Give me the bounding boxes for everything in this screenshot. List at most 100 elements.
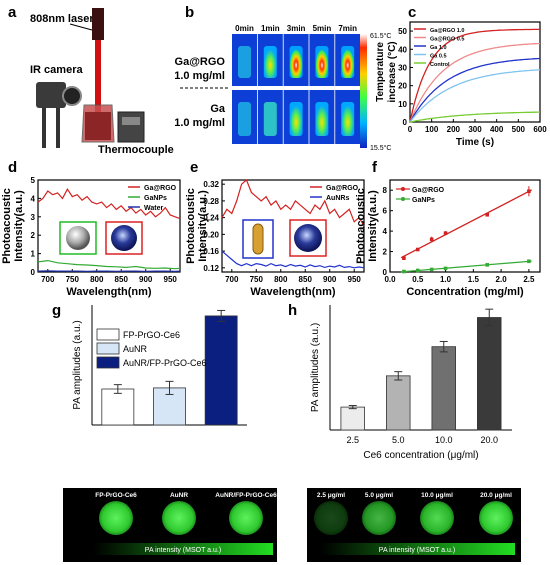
vial-hotspot <box>341 46 355 78</box>
laser-head <box>92 8 104 40</box>
time-label: 3min <box>287 24 306 33</box>
thermocouple-label: Thermocouple <box>98 144 174 156</box>
pa-image-spot <box>162 501 196 535</box>
x-tick-label: 2.5 <box>523 275 535 284</box>
x-tick-label: 300 <box>468 125 482 134</box>
sample-label: AuNR <box>170 492 188 499</box>
tripod-leg <box>56 108 60 148</box>
time-label: 0min <box>235 24 254 33</box>
pa-image-spot <box>229 501 263 535</box>
data-point <box>527 189 531 194</box>
x-tick-label: 800 <box>90 275 104 284</box>
chart-g-pa-bars: PA amplitudes (a.u.) FP-PrGO-Ce6 AuNR AuNR/… <box>72 305 247 426</box>
y-axis-label: Temperature <box>375 42 386 102</box>
y-tick-label: 0.20 <box>203 230 219 239</box>
legend-marker <box>401 187 405 191</box>
fit-line <box>401 260 532 273</box>
data-point <box>402 269 406 274</box>
y-tick-label: 0.16 <box>203 247 219 256</box>
y-axis-label: Photoacoustic <box>185 188 197 264</box>
x-tick-label: 100 <box>425 125 439 134</box>
vial-hotspot <box>341 102 355 136</box>
gold-nanorod-icon <box>252 223 264 255</box>
tripod-leg <box>42 108 46 148</box>
vial-hotspot <box>289 102 303 136</box>
pa-intensity-label: PA intensity (MSOT a.u.) <box>145 547 221 554</box>
legend-entry: Water <box>144 205 163 212</box>
series-line <box>409 69 541 123</box>
legend-entry: Ga@RGO 1.0 <box>430 28 464 34</box>
time-label: 7min <box>338 24 357 33</box>
legend-entry: GaNPs <box>144 195 167 202</box>
data-point <box>527 259 531 264</box>
fit-line <box>400 189 532 259</box>
x-axis-label: Wavelength(nm) <box>250 286 335 298</box>
x-tick-label: 600 <box>533 125 547 134</box>
legend-entry: AuNR <box>123 344 148 354</box>
row1-label-line1: Ga@RGO <box>175 56 226 68</box>
series-line <box>409 111 540 123</box>
pa-image-spot <box>99 501 133 535</box>
y-axis-label: Photoacoustic <box>1 188 13 264</box>
vial-hotspot <box>315 102 329 136</box>
y-tick-label: 0.28 <box>203 197 219 206</box>
vial-hotspot <box>263 46 277 78</box>
x-tick-label: 850 <box>299 275 313 284</box>
y-tick-label: 4 <box>383 227 388 236</box>
y-tick-label: 0 <box>31 268 36 277</box>
camera-label: IR camera <box>30 64 83 76</box>
x-tick-label: 900 <box>139 275 153 284</box>
series-line <box>37 259 181 270</box>
scale-max: 61.5°C <box>370 32 391 40</box>
sample-label: FP-PrGO-Ce6 <box>95 492 137 499</box>
legend-swatch <box>96 342 120 355</box>
beaker-liquid <box>85 112 111 140</box>
concentration-label: 5.0 μg/ml <box>365 492 393 499</box>
x-tick-label: 1.0 <box>440 275 452 284</box>
chart-h-pa-bars: 2.5 5.0 10.0 20.0 PA amplitudes (a.u.) Ce6 co… <box>310 305 512 461</box>
y-tick-label: 40 <box>398 45 407 54</box>
ga-rgo-nanoparticle-icon <box>294 224 322 252</box>
pa-image-spot <box>420 501 454 535</box>
series-line <box>409 57 541 123</box>
y-axis-label: increase (°C) <box>387 41 398 102</box>
chart-c-temperature: 0 100 200 300 400 500 600 0 10 20 30 40 50 Time (s) Te… <box>375 21 547 148</box>
legend-entry: FP-PrGO-Ce6 <box>123 330 180 340</box>
y-tick-label: 0.32 <box>203 180 219 189</box>
bar <box>477 317 502 431</box>
y-tick-label: 0 <box>403 118 408 127</box>
legend-entry: Ga 1.0 <box>430 45 447 51</box>
legend-entry: Ga@RGO <box>144 185 177 192</box>
ga-nanoparticle-icon <box>66 226 90 250</box>
x-tick-label: 950 <box>164 275 178 284</box>
pa-intensity-bar <box>320 543 515 555</box>
x-tick-label: 0.5 <box>412 275 424 284</box>
time-label: 1min <box>261 24 280 33</box>
y-tick-label: 0.12 <box>203 264 219 273</box>
y-axis-label: PA amplitudes (a.u.) <box>72 320 83 409</box>
y-axis-label: PA amplitudes (a.u.) <box>310 323 321 412</box>
legend-swatch <box>96 356 120 369</box>
category-label: 10.0 <box>435 435 453 445</box>
sample-label: AuNR/FP-PrGO-Ce6 <box>215 492 277 499</box>
laser-pointer <box>69 23 93 31</box>
vial-hotspot <box>315 46 329 78</box>
x-tick-label: 2.0 <box>496 275 508 284</box>
panel-letter-h: h <box>288 302 297 319</box>
x-axis-label: Time (s) <box>456 137 494 148</box>
vial-hotspot <box>263 102 277 136</box>
y-tick-label: 10 <box>398 100 407 109</box>
y-tick-label: 30 <box>398 63 407 72</box>
x-tick-label: 0.0 <box>384 275 396 284</box>
x-tick-label: 0 <box>408 125 413 134</box>
data-point <box>443 266 448 271</box>
pa-image-spot <box>479 501 513 535</box>
legend-swatch <box>96 328 120 341</box>
x-tick-label: 1.5 <box>468 275 480 284</box>
y-axis-label: Intensity(a.u.) <box>367 190 379 262</box>
series-line <box>221 178 365 227</box>
camera-body <box>36 82 66 108</box>
scale-min: 15.5°C <box>370 144 391 152</box>
plot-frame <box>37 179 181 273</box>
